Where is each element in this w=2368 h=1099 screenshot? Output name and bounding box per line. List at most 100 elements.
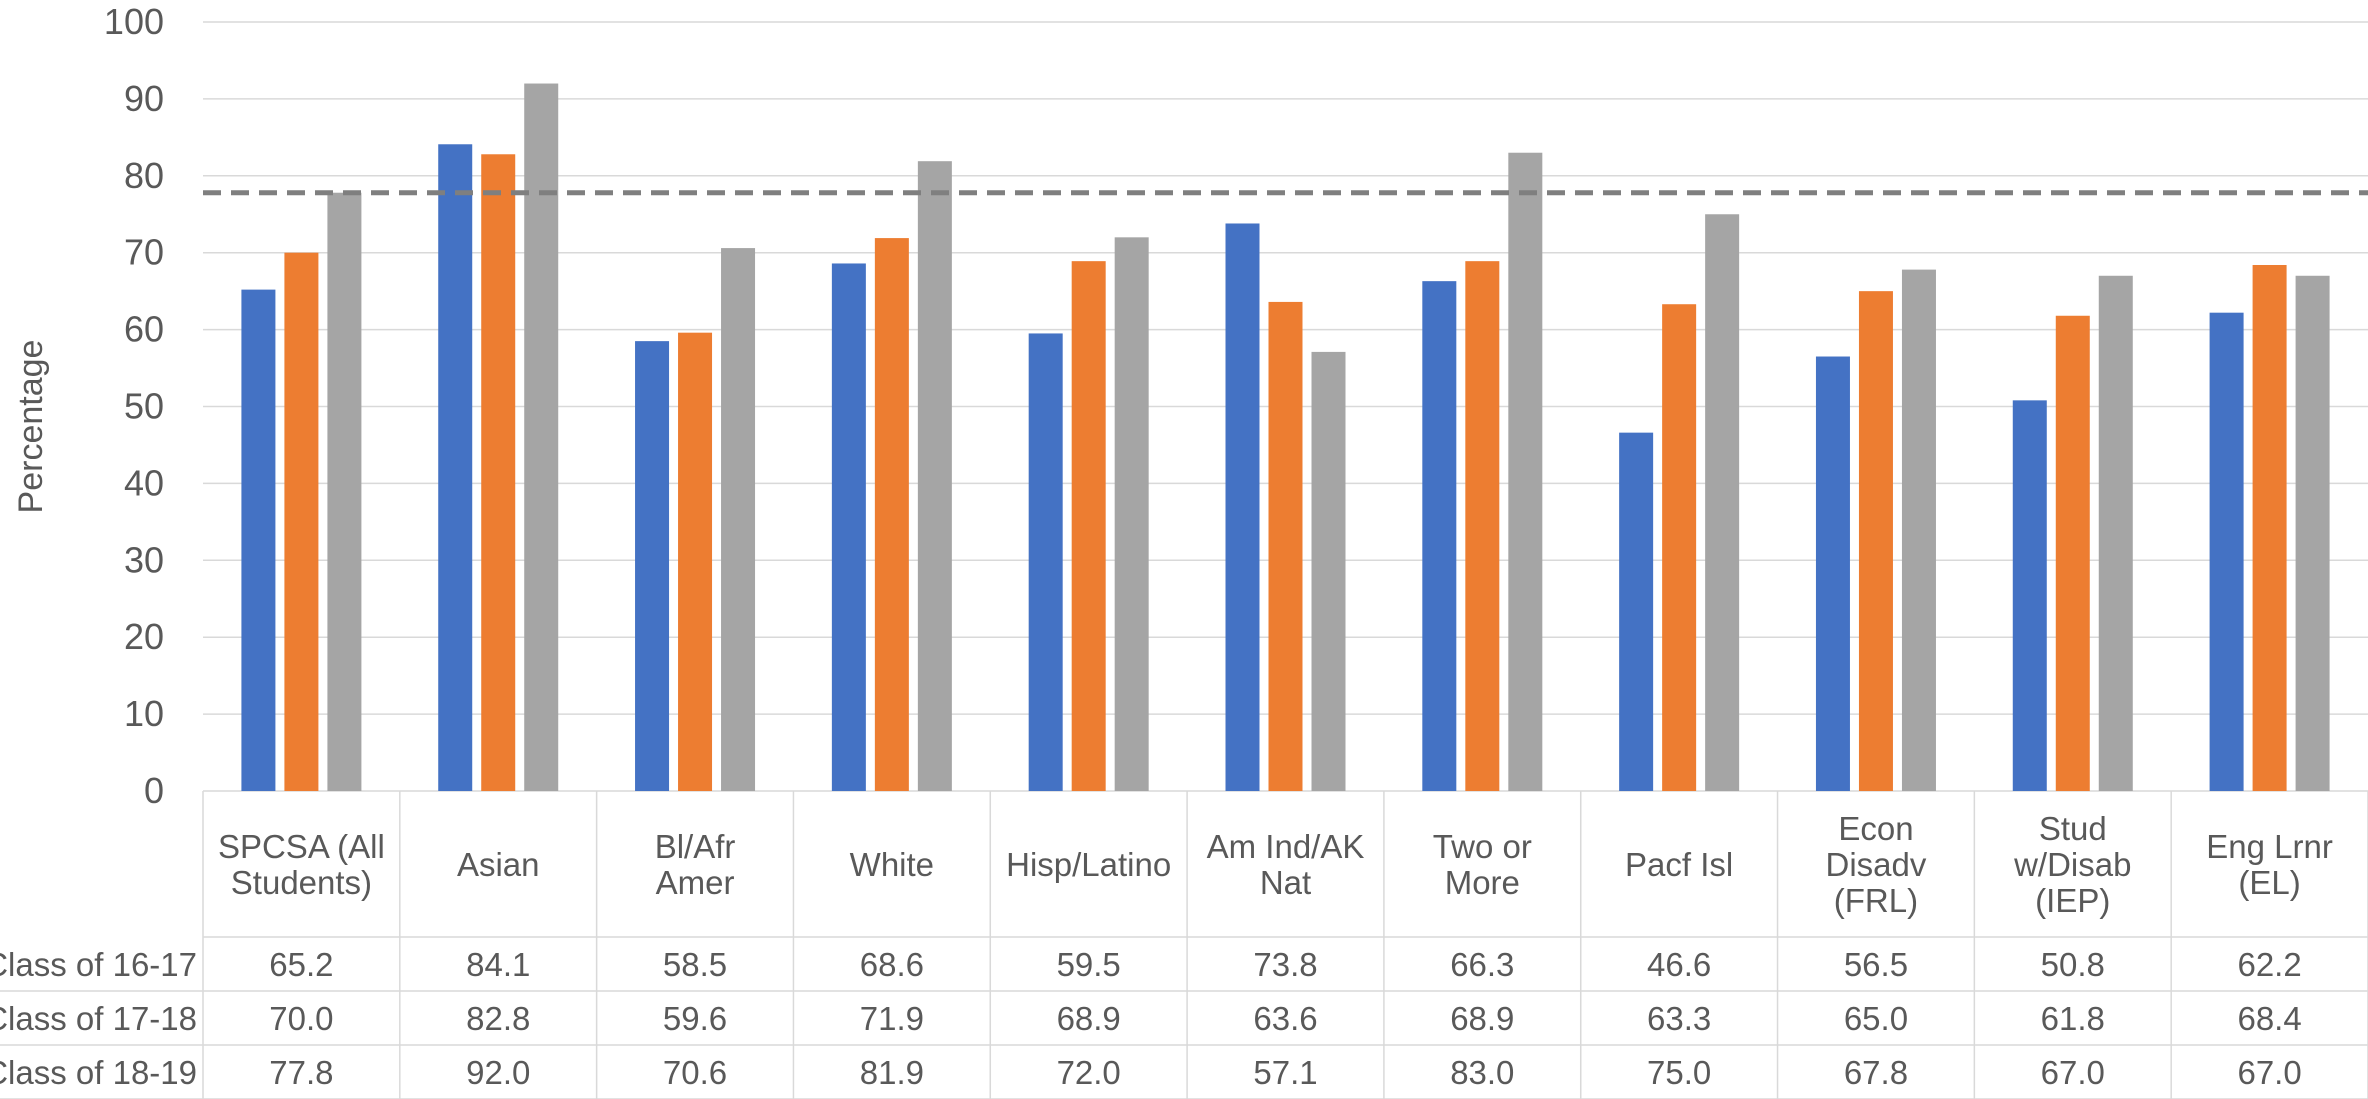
data-label: 57.1 <box>1253 1054 1317 1091</box>
data-label: 66.3 <box>1450 946 1514 983</box>
category-label: Students) <box>231 864 372 901</box>
bar <box>721 248 756 791</box>
bar <box>524 83 559 791</box>
data-label: 58.5 <box>663 946 727 983</box>
y-tick-label: 10 <box>124 693 164 734</box>
category-label: White <box>850 846 934 883</box>
bar <box>635 341 670 791</box>
data-label: 68.9 <box>1450 1000 1514 1037</box>
y-tick-label: 80 <box>124 155 164 196</box>
data-label: 84.1 <box>466 946 530 983</box>
category-label: More <box>1445 864 1520 901</box>
data-label: 68.9 <box>1057 1000 1121 1037</box>
bar <box>1858 291 1893 791</box>
bar <box>1465 261 1500 791</box>
bar <box>1225 223 1260 791</box>
bar <box>1422 281 1457 791</box>
category-label: Asian <box>457 846 540 883</box>
data-label: 68.4 <box>2237 1000 2301 1037</box>
category-label: Two or <box>1433 828 1532 865</box>
bar <box>917 161 952 792</box>
category-label: Eng Lrnr <box>2206 828 2333 865</box>
bar <box>2055 315 2090 791</box>
bar <box>481 154 516 791</box>
category-label: w/Disab <box>2013 846 2131 883</box>
series-name: Class of 18-19 <box>0 1054 197 1091</box>
bar <box>678 332 713 791</box>
bar <box>874 238 909 792</box>
y-tick-label: 70 <box>124 232 164 273</box>
data-label: 92.0 <box>466 1054 530 1091</box>
data-label: 56.5 <box>1844 946 1908 983</box>
data-label: 63.6 <box>1253 1000 1317 1037</box>
data-label: 67.0 <box>2237 1054 2301 1091</box>
data-label: 70.6 <box>663 1054 727 1091</box>
category-label: Stud <box>2039 810 2107 847</box>
y-tick-label: 60 <box>124 309 164 350</box>
data-label: 59.5 <box>1057 946 1121 983</box>
data-label: 65.0 <box>1844 1000 1908 1037</box>
data-label: 81.9 <box>860 1054 924 1091</box>
category-label: Hisp/Latino <box>1006 846 1171 883</box>
y-tick-label: 90 <box>124 78 164 119</box>
category-label: Econ <box>1838 810 1913 847</box>
data-label: 67.8 <box>1844 1054 1908 1091</box>
category-label: Nat <box>1260 864 1311 901</box>
y-tick-label: 20 <box>124 616 164 657</box>
category-label: (FRL) <box>1834 882 1918 919</box>
series-name: Class of 17-18 <box>0 1000 197 1037</box>
data-label: 82.8 <box>466 1000 530 1037</box>
data-label: 46.6 <box>1647 946 1711 983</box>
category-label: Pacf Isl <box>1625 846 1733 883</box>
category-label: Amer <box>656 864 735 901</box>
bar <box>327 192 362 791</box>
data-label: 67.0 <box>2041 1054 2105 1091</box>
data-label: 73.8 <box>1253 946 1317 983</box>
bar <box>438 144 473 791</box>
y-tick-label: 50 <box>124 386 164 427</box>
series-name: Class of 16-17 <box>0 946 197 983</box>
bar <box>1815 356 1850 791</box>
bar <box>1311 351 1346 791</box>
data-label: 70.0 <box>269 1000 333 1037</box>
data-label: 77.8 <box>269 1054 333 1091</box>
category-label: Bl/Afr <box>655 828 736 865</box>
bar <box>1071 261 1106 791</box>
data-label: 75.0 <box>1647 1054 1711 1091</box>
y-tick-label: 0 <box>144 770 164 811</box>
bar <box>1508 152 1543 792</box>
data-label: 65.2 <box>269 946 333 983</box>
data-label: 63.3 <box>1647 1000 1711 1037</box>
bar <box>1901 269 1936 791</box>
bar <box>1268 301 1303 791</box>
category-label: Disadv <box>1826 846 1927 883</box>
bar <box>831 263 866 791</box>
bar <box>2209 312 2244 791</box>
bar <box>1705 214 1740 791</box>
y-tick-label: 40 <box>124 462 164 503</box>
y-tick-label: 100 <box>104 1 164 42</box>
bar <box>2295 275 2330 791</box>
category-label: Am Ind/AK <box>1207 828 1365 865</box>
data-label: 61.8 <box>2041 1000 2105 1037</box>
y-axis-title: Percentage <box>12 340 50 514</box>
y-tick-label: 30 <box>124 539 164 580</box>
data-label: 71.9 <box>860 1000 924 1037</box>
data-label: 50.8 <box>2041 946 2105 983</box>
bar <box>284 252 319 791</box>
bar <box>2252 265 2287 791</box>
data-label: 59.6 <box>663 1000 727 1037</box>
bar <box>2098 275 2133 791</box>
category-label: (EL) <box>2238 864 2300 901</box>
category-label: SPCSA (All <box>218 828 385 865</box>
data-label: 72.0 <box>1057 1054 1121 1091</box>
data-label: 83.0 <box>1450 1054 1514 1091</box>
bar <box>2012 400 2047 791</box>
bar <box>1028 333 1063 791</box>
bar <box>1619 432 1654 791</box>
bar <box>1114 237 1149 791</box>
data-label: 62.2 <box>2237 946 2301 983</box>
bar <box>1662 304 1697 791</box>
data-label: 68.6 <box>860 946 924 983</box>
